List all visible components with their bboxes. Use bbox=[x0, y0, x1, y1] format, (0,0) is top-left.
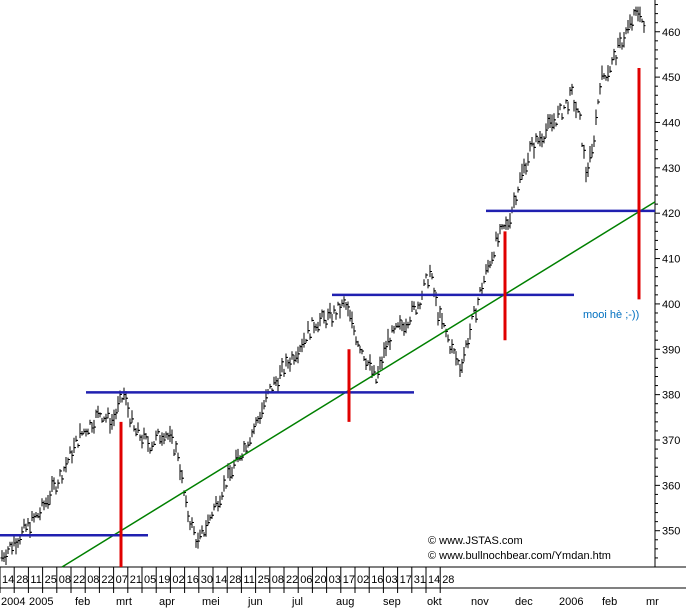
x-day-label: 11 bbox=[30, 574, 41, 586]
x-month-label: jul bbox=[291, 596, 303, 608]
x-day-label: 07 bbox=[116, 574, 128, 586]
x-day-label: 03 bbox=[385, 574, 397, 586]
copyright-line-2: © www.bullnochbear.com/Ymdan.htm bbox=[428, 550, 611, 562]
y-tick-label: 380 bbox=[662, 390, 680, 402]
ohlc-bars bbox=[0, 6, 646, 565]
x-day-label: 02 bbox=[357, 574, 369, 586]
x-axis: 14 28 11 25 08 22 08 22 07 21 05 19 02 16 30 14 28 11 25 08… bbox=[0, 567, 686, 608]
y-tick-label: 350 bbox=[662, 526, 680, 538]
x-day-label: 25 bbox=[258, 574, 270, 586]
x-day-label: 08 bbox=[272, 574, 284, 586]
x-day-label: 16 bbox=[187, 574, 199, 586]
annotation-lines bbox=[0, 68, 656, 568]
x-day-label: 11 bbox=[243, 574, 254, 586]
x-day-label: 17 bbox=[400, 574, 412, 586]
x-day-label: 05 bbox=[144, 574, 156, 586]
x-day-label: 19 bbox=[158, 574, 170, 586]
x-day-label: 17 bbox=[343, 574, 355, 586]
trendline bbox=[61, 201, 656, 568]
x-month-label: jun bbox=[247, 596, 263, 608]
x-month-label: mr bbox=[646, 596, 659, 608]
x-day-label: 31 bbox=[414, 574, 426, 586]
x-day-label: 21 bbox=[130, 574, 142, 586]
y-tick-label: 450 bbox=[662, 72, 680, 84]
x-day-label: 28 bbox=[229, 574, 241, 586]
x-day-label: 22 bbox=[101, 574, 113, 586]
y-tick-label: 390 bbox=[662, 344, 680, 356]
x-month-label: mrt bbox=[116, 596, 132, 608]
x-day-label: 14 bbox=[215, 574, 227, 586]
x-day-label: 14 bbox=[428, 574, 440, 586]
x-day-label: 06 bbox=[300, 574, 312, 586]
x-day-label: 08 bbox=[87, 574, 99, 586]
y-tick-label: 420 bbox=[662, 208, 680, 220]
x-day-label: 14 bbox=[2, 574, 14, 586]
x-day-label: 22 bbox=[73, 574, 85, 586]
x-day-label: 28 bbox=[16, 574, 28, 586]
y-tick-label: 370 bbox=[662, 435, 680, 447]
x-day-label: 22 bbox=[286, 574, 298, 586]
x-day-label: 03 bbox=[329, 574, 341, 586]
x-month-label: sep bbox=[383, 596, 401, 608]
grid-layer bbox=[0, 0, 686, 568]
x-month-label: 2005 bbox=[29, 596, 53, 608]
y-tick-label: 430 bbox=[662, 163, 680, 175]
x-month-label: nov bbox=[471, 596, 489, 608]
x-day-label: 30 bbox=[201, 574, 213, 586]
y-tick-label: 410 bbox=[662, 254, 680, 266]
x-day-label: 25 bbox=[45, 574, 57, 586]
y-tick-label: 460 bbox=[662, 27, 680, 39]
x-month-label: dec bbox=[515, 596, 533, 608]
x-month-label: okt bbox=[427, 596, 442, 608]
y-tick-label: 360 bbox=[662, 480, 680, 492]
x-day-label: 20 bbox=[314, 574, 326, 586]
x-day-label: 02 bbox=[172, 574, 184, 586]
annotation-text: mooi hè ;-)) bbox=[583, 309, 639, 321]
y-axis: 350 360 370 380 390 400 410 420 430 440 450 460 bbox=[655, 4, 680, 559]
x-month-label: feb bbox=[602, 596, 617, 608]
x-day-label: 16 bbox=[371, 574, 383, 586]
x-month-label: apr bbox=[159, 596, 175, 608]
x-month-label: mei bbox=[202, 596, 220, 608]
x-month-label: feb bbox=[75, 596, 90, 608]
x-day-label: 08 bbox=[59, 574, 71, 586]
x-month-label: aug bbox=[336, 596, 354, 608]
x-month-label: 2006 bbox=[559, 596, 583, 608]
x-day-label: 28 bbox=[442, 574, 454, 586]
y-tick-label: 400 bbox=[662, 299, 680, 311]
copyright-line-1: © www.JSTAS.com bbox=[428, 535, 523, 547]
y-tick-label: 440 bbox=[662, 117, 680, 129]
x-month-label: 2004 bbox=[1, 596, 25, 608]
